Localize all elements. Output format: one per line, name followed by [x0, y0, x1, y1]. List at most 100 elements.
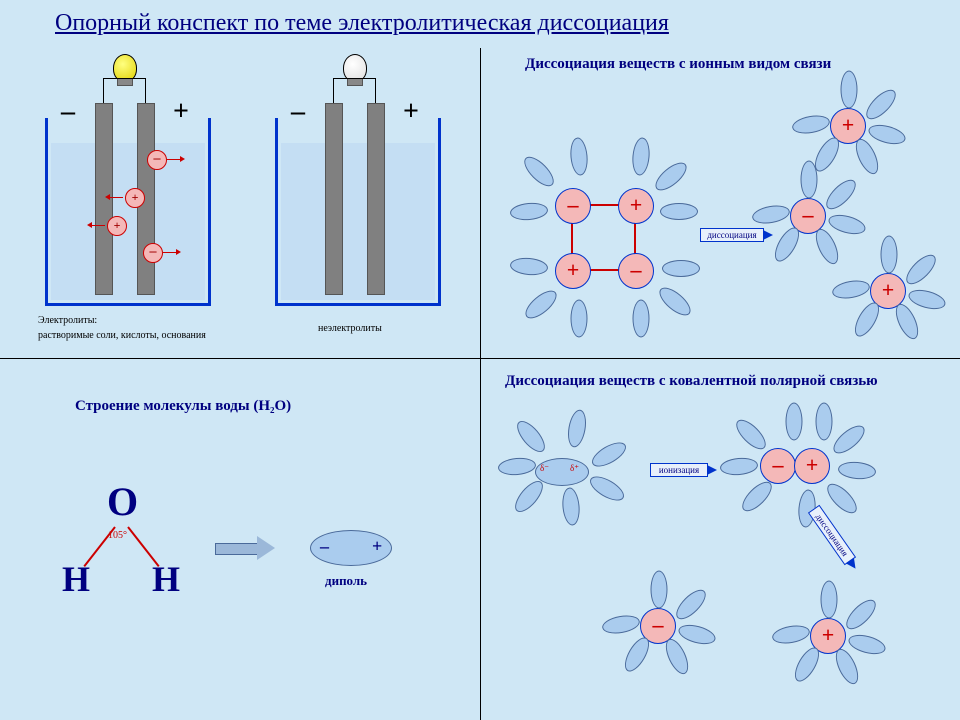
divider-v	[480, 48, 481, 720]
hydrogen-atom: H	[62, 558, 90, 600]
liquid	[51, 143, 205, 300]
ionized-anion: –	[760, 448, 796, 484]
cell-electrolyte: – + – + + –	[25, 48, 225, 308]
electrode-anode	[367, 103, 385, 295]
water-molecule-icon	[676, 621, 717, 647]
bulb-base	[117, 78, 133, 86]
ionized-cation: +	[794, 448, 830, 484]
water-molecule-icon	[521, 286, 561, 323]
water-molecule-icon	[601, 613, 641, 636]
ion-arrow	[109, 197, 123, 198]
title-water: Строение молекулы воды (H₂O)	[75, 398, 291, 415]
wire	[103, 78, 146, 79]
water-molecule-icon	[620, 634, 654, 675]
ion-arrow	[167, 159, 181, 160]
water-molecule-icon	[565, 408, 588, 448]
water-molecule-icon	[512, 416, 549, 456]
water-molecule-icon	[662, 260, 700, 277]
grid: – + – + + – Электролиты: растворимые сол…	[0, 48, 960, 720]
water-molecule-icon	[866, 121, 907, 147]
water-molecule-icon	[732, 415, 771, 454]
water-molecule-icon	[660, 203, 698, 220]
water-molecule-icon	[906, 286, 947, 312]
water-molecule-icon	[816, 403, 833, 441]
cell-nonelectrolyte: – +	[255, 48, 455, 308]
water-molecule-icon	[841, 71, 858, 109]
water-molecule-icon	[846, 631, 887, 657]
caption-nonelectrolytes: неэлектролиты	[318, 323, 382, 334]
water-molecule-icon	[829, 421, 869, 458]
water-molecule-icon	[651, 571, 668, 609]
water-molecule-icon	[672, 585, 711, 624]
ion-arrow	[91, 225, 105, 226]
page-title: Опорный конспект по теме электролитическ…	[55, 10, 669, 37]
bond-angle: 105°	[108, 530, 127, 541]
water-molecule-icon	[633, 300, 650, 338]
water-molecule-icon	[751, 203, 791, 226]
water-molecule-icon	[651, 158, 691, 195]
title-ionic: Диссоциация веществ с ионным видом связи	[525, 56, 831, 73]
lattice-ion-pos: +	[555, 253, 591, 289]
water-molecule-icon	[569, 137, 589, 176]
electrode-cathode	[95, 103, 113, 295]
water-molecule-icon	[771, 623, 811, 646]
caption-electrolytes-1: Электролиты:	[38, 315, 97, 326]
oxygen-atom: O	[107, 478, 138, 525]
water-molecule-icon	[509, 256, 548, 276]
ion-neg: –	[147, 150, 167, 170]
water-molecule-icon	[661, 636, 692, 678]
wire	[333, 78, 376, 79]
ion-neg: –	[143, 243, 163, 263]
water-molecule-icon	[497, 456, 536, 476]
wire	[375, 78, 376, 104]
bulb-base	[347, 78, 363, 86]
water-molecule-icon	[851, 136, 882, 178]
water-molecule-icon	[822, 175, 861, 214]
water-molecule-icon	[842, 595, 881, 634]
dipole-label: диполь	[325, 573, 367, 589]
water-molecule-icon	[801, 161, 818, 199]
water-molecule-icon	[719, 456, 758, 476]
beaker	[45, 118, 211, 306]
water-molecule-icon	[831, 646, 862, 688]
water-molecule-icon	[790, 644, 824, 685]
water-molecule-icon	[831, 278, 871, 301]
divider-h	[0, 358, 960, 359]
water-molecule-icon	[811, 226, 842, 268]
water-molecule-icon	[862, 85, 901, 124]
water-molecule-icon	[821, 581, 838, 619]
wire	[145, 78, 146, 104]
arrow-dissociation-2: диссоциация	[808, 505, 856, 565]
water-molecule-icon	[770, 224, 804, 265]
water-molecule-icon	[631, 137, 651, 176]
arrow-dissociation: диссоциация	[700, 228, 764, 242]
water-molecule-icon	[561, 487, 581, 526]
water-molecule-icon	[902, 250, 941, 289]
wire	[103, 78, 104, 104]
delta-plus: δ⁺	[570, 463, 579, 474]
lattice-ion-neg: –	[555, 188, 591, 224]
arrow-right-icon	[215, 538, 275, 558]
water-molecule-icon	[791, 113, 831, 136]
water-molecule-icon	[509, 201, 548, 221]
water-molecule-icon	[738, 477, 777, 516]
water-molecule-icon	[881, 236, 898, 274]
beaker	[275, 118, 441, 306]
water-molecule-icon	[571, 300, 588, 338]
water-molecule-icon	[655, 283, 695, 320]
water-molecule-icon	[837, 460, 876, 480]
caption-electrolytes-2: растворимые соли, кислоты, основания	[38, 330, 206, 341]
water-molecule-icon	[510, 476, 547, 516]
arrow-ionization: ионизация	[650, 463, 708, 477]
lattice-ion-neg: –	[618, 253, 654, 289]
ion-pos: +	[125, 188, 145, 208]
ion-pos: +	[107, 216, 127, 236]
lattice-ion-pos: +	[618, 188, 654, 224]
water-molecule-icon	[823, 479, 862, 518]
electrode-cathode	[325, 103, 343, 295]
dipole-plus: +	[372, 536, 382, 557]
ion-arrow	[163, 252, 177, 253]
title-covalent: Диссоциация веществ с ковалентной полярн…	[505, 373, 878, 390]
water-molecule-icon	[891, 301, 922, 343]
wire	[333, 78, 334, 104]
